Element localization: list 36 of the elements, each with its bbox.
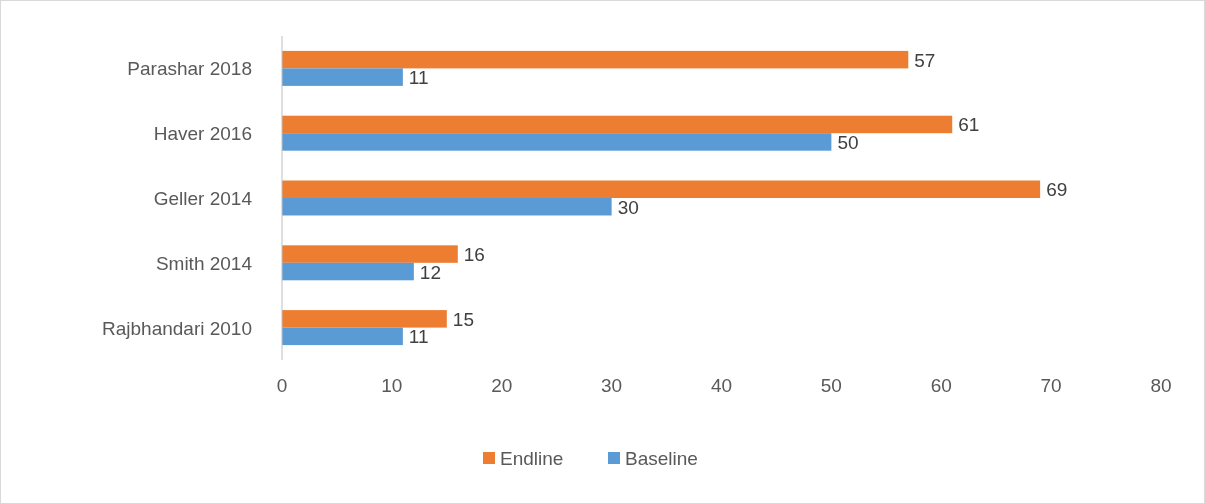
legend-label: Endline (500, 448, 564, 469)
x-tick-label: 10 (381, 375, 403, 396)
x-tick-label: 30 (601, 375, 623, 396)
y-tick-label: Parashar 2018 (127, 58, 252, 80)
bar (282, 245, 458, 263)
data-label: 50 (837, 131, 859, 153)
y-tick-label: Haver 2016 (153, 123, 252, 145)
bar (282, 68, 403, 86)
y-tick-label: Smith 2014 (155, 252, 253, 274)
bar (282, 50, 909, 69)
data-label: 11 (408, 326, 429, 348)
bar (282, 310, 447, 328)
data-label: 12 (419, 261, 441, 283)
bar (282, 133, 832, 151)
x-tick-label: 40 (710, 375, 733, 396)
x-tick-label: 80 (1150, 375, 1172, 396)
data-label: 61 (958, 114, 980, 136)
y-tick-label: Rajbhandari 2010 (101, 317, 252, 339)
bar (282, 198, 612, 216)
bar (282, 327, 403, 346)
data-label: 16 (463, 244, 485, 266)
x-tick-label: 70 (1040, 375, 1062, 396)
data-label: 57 (914, 49, 936, 71)
legend-label: Baseline (625, 448, 698, 469)
data-label: 11 (408, 67, 429, 89)
x-tick-label: 0 (276, 375, 288, 396)
bar (282, 115, 953, 134)
x-tick-label: 20 (491, 375, 513, 396)
y-tick-label: Geller 2014 (153, 188, 253, 209)
bar (282, 180, 1041, 198)
x-tick-label: 60 (930, 375, 952, 396)
data-label: 30 (617, 196, 639, 218)
data-label: 15 (452, 308, 474, 330)
bar (282, 262, 414, 281)
data-label: 69 (1046, 179, 1068, 201)
x-tick-label: 50 (820, 375, 842, 396)
